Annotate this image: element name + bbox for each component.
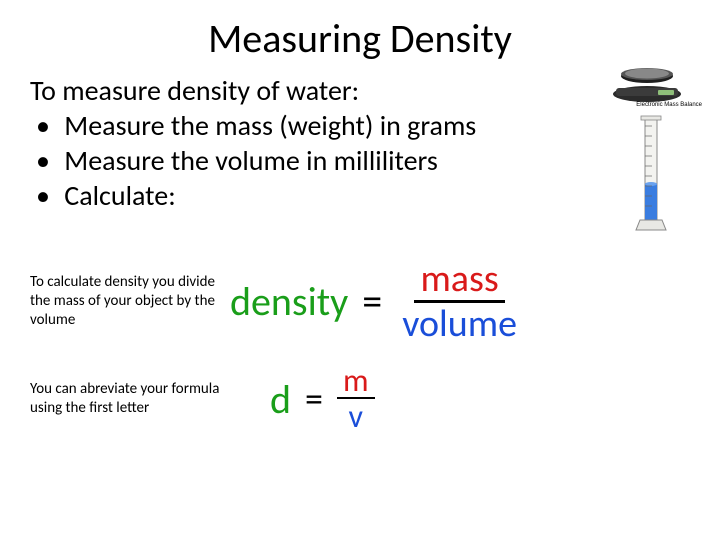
cylinder-icon bbox=[632, 114, 670, 234]
formula-description: You can abreviate your formula using the… bbox=[30, 380, 230, 418]
balance-icon bbox=[602, 58, 692, 104]
formula-description: To calculate density you divide the mass… bbox=[30, 273, 230, 329]
page-title: Measuring Density bbox=[0, 0, 720, 63]
bullet-item: Measure the volume in milliliters bbox=[30, 143, 690, 178]
d-letter: d bbox=[270, 375, 291, 424]
fraction: m v bbox=[337, 365, 375, 433]
density-equation-words: density = mass volume bbox=[230, 260, 523, 343]
bullet-item: Measure the mass (weight) in grams bbox=[30, 108, 690, 143]
graduated-cylinder-illustration bbox=[632, 114, 670, 234]
intro-line: To measure density of water: bbox=[30, 73, 690, 108]
v-letter: v bbox=[343, 399, 369, 433]
balance-illustration bbox=[602, 58, 692, 104]
side-images: Electronic Mass Balance bbox=[602, 56, 702, 234]
formula-row-letters: You can abreviate your formula using the… bbox=[30, 365, 690, 433]
fraction: mass volume bbox=[396, 260, 523, 343]
volume-word: volume bbox=[396, 303, 523, 343]
density-word: density bbox=[230, 277, 348, 326]
m-letter: m bbox=[337, 365, 375, 399]
bullet-item: Calculate: bbox=[30, 178, 690, 213]
formula-section: To calculate density you divide the mass… bbox=[30, 260, 690, 455]
equals-sign: = bbox=[362, 277, 382, 326]
bullet-list: Measure the mass (weight) in grams Measu… bbox=[30, 108, 690, 213]
mass-word: mass bbox=[414, 260, 504, 303]
equals-sign: = bbox=[305, 377, 323, 421]
density-equation-letters: d = m v bbox=[270, 365, 375, 433]
formula-row-words: To calculate density you divide the mass… bbox=[30, 260, 690, 343]
